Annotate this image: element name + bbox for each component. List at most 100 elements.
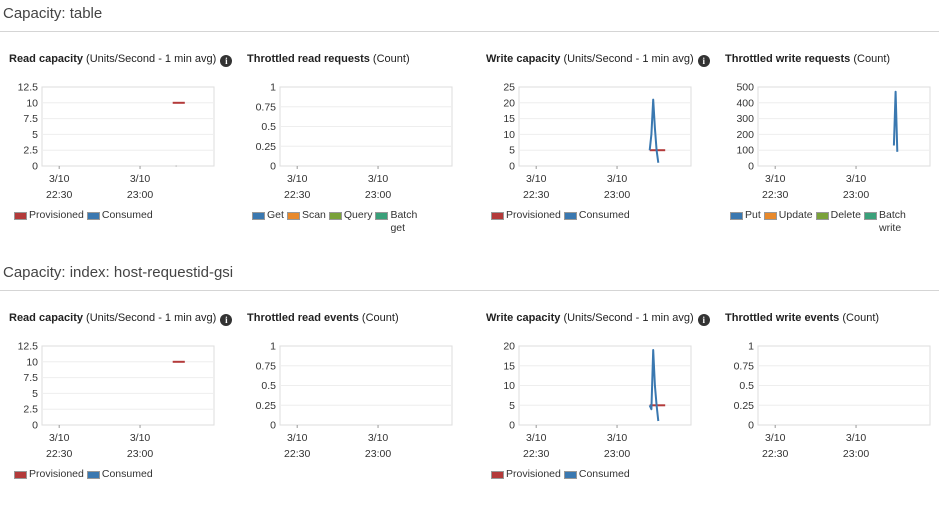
legend-item[interactable]: Batch get	[375, 209, 426, 235]
panel-write-capacity-table: Write capacity (Units/Second - 1 min avg…	[486, 53, 711, 253]
legend-item[interactable]: Provisioned	[491, 468, 561, 480]
legend-label: Delete	[830, 209, 861, 221]
legend: Provisioned Consumed	[14, 209, 156, 221]
x-tick-label: 3/10 23:00	[127, 432, 153, 460]
y-tick-label: 0	[270, 420, 276, 432]
legend-label: Provisioned	[29, 468, 84, 480]
legend: Provisioned Consumed	[14, 468, 156, 480]
legend-item[interactable]: Consumed	[563, 209, 630, 221]
x-tick-label: 3/10 22:30	[284, 173, 310, 201]
legend-item[interactable]: Consumed	[86, 468, 153, 480]
legend: Get Scan Query Batch get	[252, 209, 429, 235]
info-icon[interactable]: i	[697, 55, 710, 67]
legend-swatch	[286, 212, 300, 220]
y-tick-label: 12.5	[18, 82, 39, 94]
y-tick-label: 0.75	[256, 101, 277, 113]
x-tick-label: 3/10 23:00	[127, 173, 153, 201]
y-tick-label: 20	[503, 341, 515, 353]
legend-item[interactable]: Consumed	[563, 468, 630, 480]
panel-throttled-read-requests: Throttled read requests (Count) 0 0.25 0.5…	[247, 53, 472, 253]
legend-item[interactable]: Scan	[286, 209, 326, 222]
y-tick-label: 0.25	[256, 141, 277, 153]
x-tick-label: 3/10 22:30	[762, 173, 788, 201]
legend-swatch	[763, 212, 777, 220]
y-tick-label: 25	[503, 82, 515, 94]
panel-title: Write capacity (Units/Second - 1 min avg…	[486, 312, 710, 326]
panel-throttled-write-requests: Throttled write requests (Count) 0 100 200…	[725, 53, 939, 253]
y-tick-label: 5	[509, 145, 515, 157]
info-icon[interactable]: i	[220, 314, 233, 326]
plot-frame	[518, 86, 692, 167]
panel-write-capacity-index: Write capacity (Units/Second - 1 min avg…	[486, 312, 711, 512]
x-tick-label: 3/10 22:30	[762, 432, 788, 460]
legend-swatch	[14, 471, 27, 479]
legend-item[interactable]: Get	[252, 209, 284, 222]
panel-title: Read capacity (Units/Second - 1 min avg)…	[9, 53, 233, 67]
legend-label: Consumed	[101, 468, 153, 480]
legend-swatch	[863, 212, 877, 220]
chart: 0 5 10 15 20 3/10 22:30 3/10 23:00	[503, 341, 692, 460]
chart: 0 5 10 15 20 25 3/10 22:30 3/10 23:00	[503, 82, 692, 201]
plot-frame	[41, 86, 215, 167]
section-title: Capacity: table	[3, 5, 103, 22]
y-tick-label: 10	[503, 129, 515, 141]
legend-swatch	[86, 471, 100, 479]
panel-read-capacity-index: Read capacity (Units/Second - 1 min avg)…	[9, 312, 234, 512]
legend-swatch	[328, 212, 342, 220]
x-tick-label: 3/10 23:00	[604, 173, 630, 201]
panel-throttled-write-events: Throttled write events (Count) 0 0.25 0.5 0…	[725, 312, 939, 512]
legend-item[interactable]: Consumed	[86, 209, 153, 221]
legend-label: Get	[267, 209, 284, 221]
y-tick-label: 5	[32, 129, 38, 141]
x-tick-label: 3/10 23:00	[843, 432, 869, 460]
y-tick-label: 2.5	[23, 145, 38, 157]
y-tick-label: 200	[736, 129, 754, 141]
legend-item[interactable]: Provisioned	[14, 468, 84, 480]
legend-label: Consumed	[578, 468, 630, 480]
y-tick-label: 10	[26, 97, 38, 109]
y-tick-label: 1	[748, 341, 754, 353]
chart: 0 0.25 0.5 0.75 1 3/10 22:30 3/10 23:00	[734, 341, 931, 460]
legend-item[interactable]: Update	[763, 209, 813, 222]
x-tick-label: 3/10 22:30	[523, 432, 549, 460]
legend-label: Provisioned	[29, 209, 84, 221]
y-tick-label: 0.25	[256, 400, 277, 412]
legend-label: Update	[778, 209, 813, 221]
chart: 0 100 200 300 400 500 3/10 22:30 3/10 23:00	[736, 82, 931, 201]
y-tick-label: 0.25	[734, 400, 755, 412]
x-tick-label: 3/10 22:30	[523, 173, 549, 201]
section-divider	[0, 31, 939, 32]
y-tick-label: 400	[736, 97, 754, 109]
legend-label: Batch write	[878, 209, 906, 234]
legend-label: Batch get	[390, 209, 418, 234]
legend-swatch	[252, 212, 265, 220]
y-tick-label: 0.5	[261, 121, 276, 133]
legend-item[interactable]: Batch write	[863, 209, 915, 235]
legend-swatch	[491, 471, 504, 479]
x-tick-label: 3/10 23:00	[365, 173, 391, 201]
series-consumed-line	[648, 349, 660, 422]
legend-item[interactable]: Query	[328, 209, 372, 222]
y-tick-label: 0	[270, 161, 276, 173]
legend-item[interactable]: Provisioned	[14, 209, 84, 221]
y-tick-label: 15	[503, 360, 515, 372]
y-tick-label: 0	[32, 161, 38, 173]
legend-item[interactable]: Provisioned	[491, 209, 561, 221]
legend-item[interactable]: Delete	[815, 209, 861, 222]
y-tick-label: 2.5	[23, 404, 38, 416]
panel-title: Read capacity (Units/Second - 1 min avg)…	[9, 312, 233, 326]
y-tick-label: 5	[32, 388, 38, 400]
plot-frame	[757, 86, 931, 167]
x-tick-label: 3/10 23:00	[365, 432, 391, 460]
x-tick-label: 3/10 22:30	[46, 432, 72, 460]
info-icon[interactable]: i	[697, 314, 710, 326]
info-icon[interactable]: i	[220, 55, 233, 67]
series-put-line	[892, 90, 899, 152]
legend-item[interactable]: Put	[730, 209, 761, 222]
x-tick-label: 3/10 23:00	[604, 432, 630, 460]
y-tick-label: 0	[509, 161, 515, 173]
y-tick-label: 300	[736, 113, 754, 125]
chart: 0 2.5 5 7.5 10 12.5 3/10 22:30 3/10 23:00	[18, 341, 215, 460]
y-tick-label: 0	[748, 420, 754, 432]
y-tick-label: 10	[503, 380, 515, 392]
